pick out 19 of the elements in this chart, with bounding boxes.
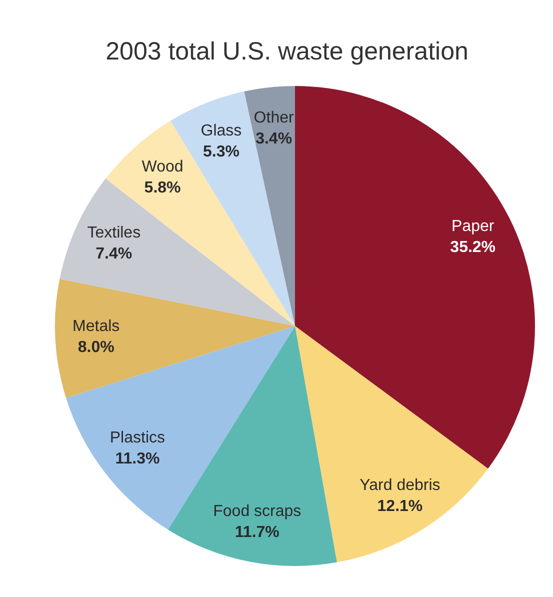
- slice-label: Metals: [72, 318, 120, 336]
- slice-label: Paper: [452, 218, 495, 235]
- slice-label: Food scraps: [213, 503, 302, 520]
- slice-label: Glass: [200, 122, 242, 140]
- data-label: 11.3%: [115, 450, 160, 468]
- data-label: 5.8%: [144, 180, 181, 197]
- slice-label: Yard debris: [360, 476, 440, 494]
- data-label: 35.2%: [450, 238, 496, 256]
- data-label: 7.4%: [96, 246, 132, 263]
- data-label: 5.3%: [202, 143, 240, 160]
- data-label: 3.4%: [256, 130, 292, 148]
- slice-label: Other: [254, 109, 294, 126]
- data-label: 11.7%: [234, 524, 280, 542]
- slice-label: Plastics: [110, 429, 166, 446]
- slice-label: Textiles: [87, 224, 141, 242]
- chart-title: 2003 total U.S. waste generation: [106, 38, 468, 66]
- data-label: 8.0%: [78, 339, 114, 356]
- data-label: 12.1%: [377, 498, 423, 515]
- slice-label: Wood: [142, 158, 184, 176]
